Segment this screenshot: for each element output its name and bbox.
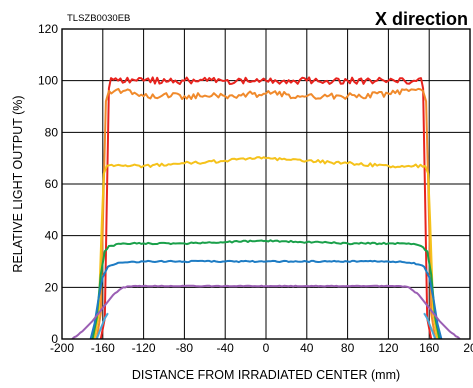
series-line [93,156,439,340]
chart-title: X direction [375,9,468,29]
y-tick-label: 60 [45,177,59,191]
x-tick-label: 80 [341,341,355,355]
x-tick-label: 120 [378,341,398,355]
series-line [95,87,437,340]
y-tick-label: 40 [45,229,59,243]
y-tick-label: 120 [38,22,58,36]
series-line [71,284,461,340]
grid [62,29,470,339]
y-tick-labels: 0 20 40 60 80 100 120 [38,22,58,346]
x-tick-label: -160 [91,341,115,355]
y-tick-label: 0 [51,332,58,346]
x-tick-label: 0 [263,341,270,355]
y-tick-label: 20 [45,280,59,294]
x-tick-label: -120 [132,341,156,355]
x-axis-label: DISTANCE FROM IRRADIATED CENTER (mm) [132,368,400,382]
y-tick-label: 100 [38,74,58,88]
chart-code-label: TLSZB0030EB [67,13,130,24]
x-tick-label: -200 [50,341,74,355]
y-tick-label: 80 [45,125,59,139]
series-line [99,76,433,340]
x-tick-label: 20 [463,341,473,355]
x-tick-label: -40 [217,341,235,355]
series-line [423,312,437,340]
x-tick-labels: -200 -160 -120 -80 -40 0 40 80 120 160 20 [50,341,473,355]
x-tick-label: -80 [176,341,194,355]
series-line [91,239,441,340]
y-axis-label: RELATIVE LIGHT OUTPUT (%) [11,95,25,272]
x-tick-label: 160 [419,341,439,355]
series-line [95,312,109,340]
series-line [89,259,443,340]
series-group [71,76,461,340]
x-tick-label: 40 [300,341,314,355]
plot-frame [61,28,471,340]
